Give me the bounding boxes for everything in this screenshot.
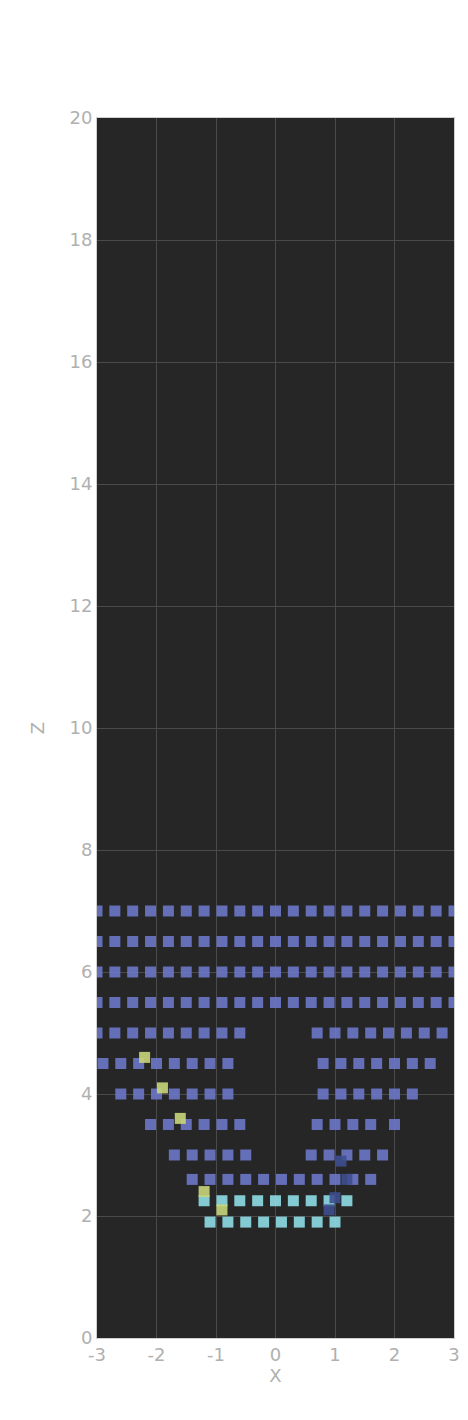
- svg-text:0: 0: [81, 1327, 92, 1348]
- svg-text:-3: -3: [88, 1344, 106, 1365]
- svg-text:-1: -1: [207, 1344, 225, 1365]
- svg-text:-2: -2: [148, 1344, 166, 1365]
- svg-text:1: 1: [329, 1344, 340, 1365]
- svg-text:10: 10: [69, 717, 92, 738]
- svg-text:Z: Z: [27, 722, 48, 734]
- svg-text:20: 20: [69, 107, 92, 128]
- svg-text:14: 14: [69, 473, 92, 494]
- svg-text:4: 4: [81, 1083, 92, 1104]
- svg-text:16: 16: [69, 351, 92, 372]
- svg-text:12: 12: [69, 595, 92, 616]
- svg-text:3: 3: [448, 1344, 459, 1365]
- svg-text:6: 6: [81, 961, 92, 982]
- svg-text:18: 18: [69, 229, 92, 250]
- svg-text:0: 0: [270, 1344, 281, 1365]
- svg-text:2: 2: [389, 1344, 400, 1365]
- svg-text:2: 2: [81, 1205, 92, 1226]
- svg-text:X: X: [269, 1365, 281, 1386]
- svg-text:8: 8: [81, 839, 92, 860]
